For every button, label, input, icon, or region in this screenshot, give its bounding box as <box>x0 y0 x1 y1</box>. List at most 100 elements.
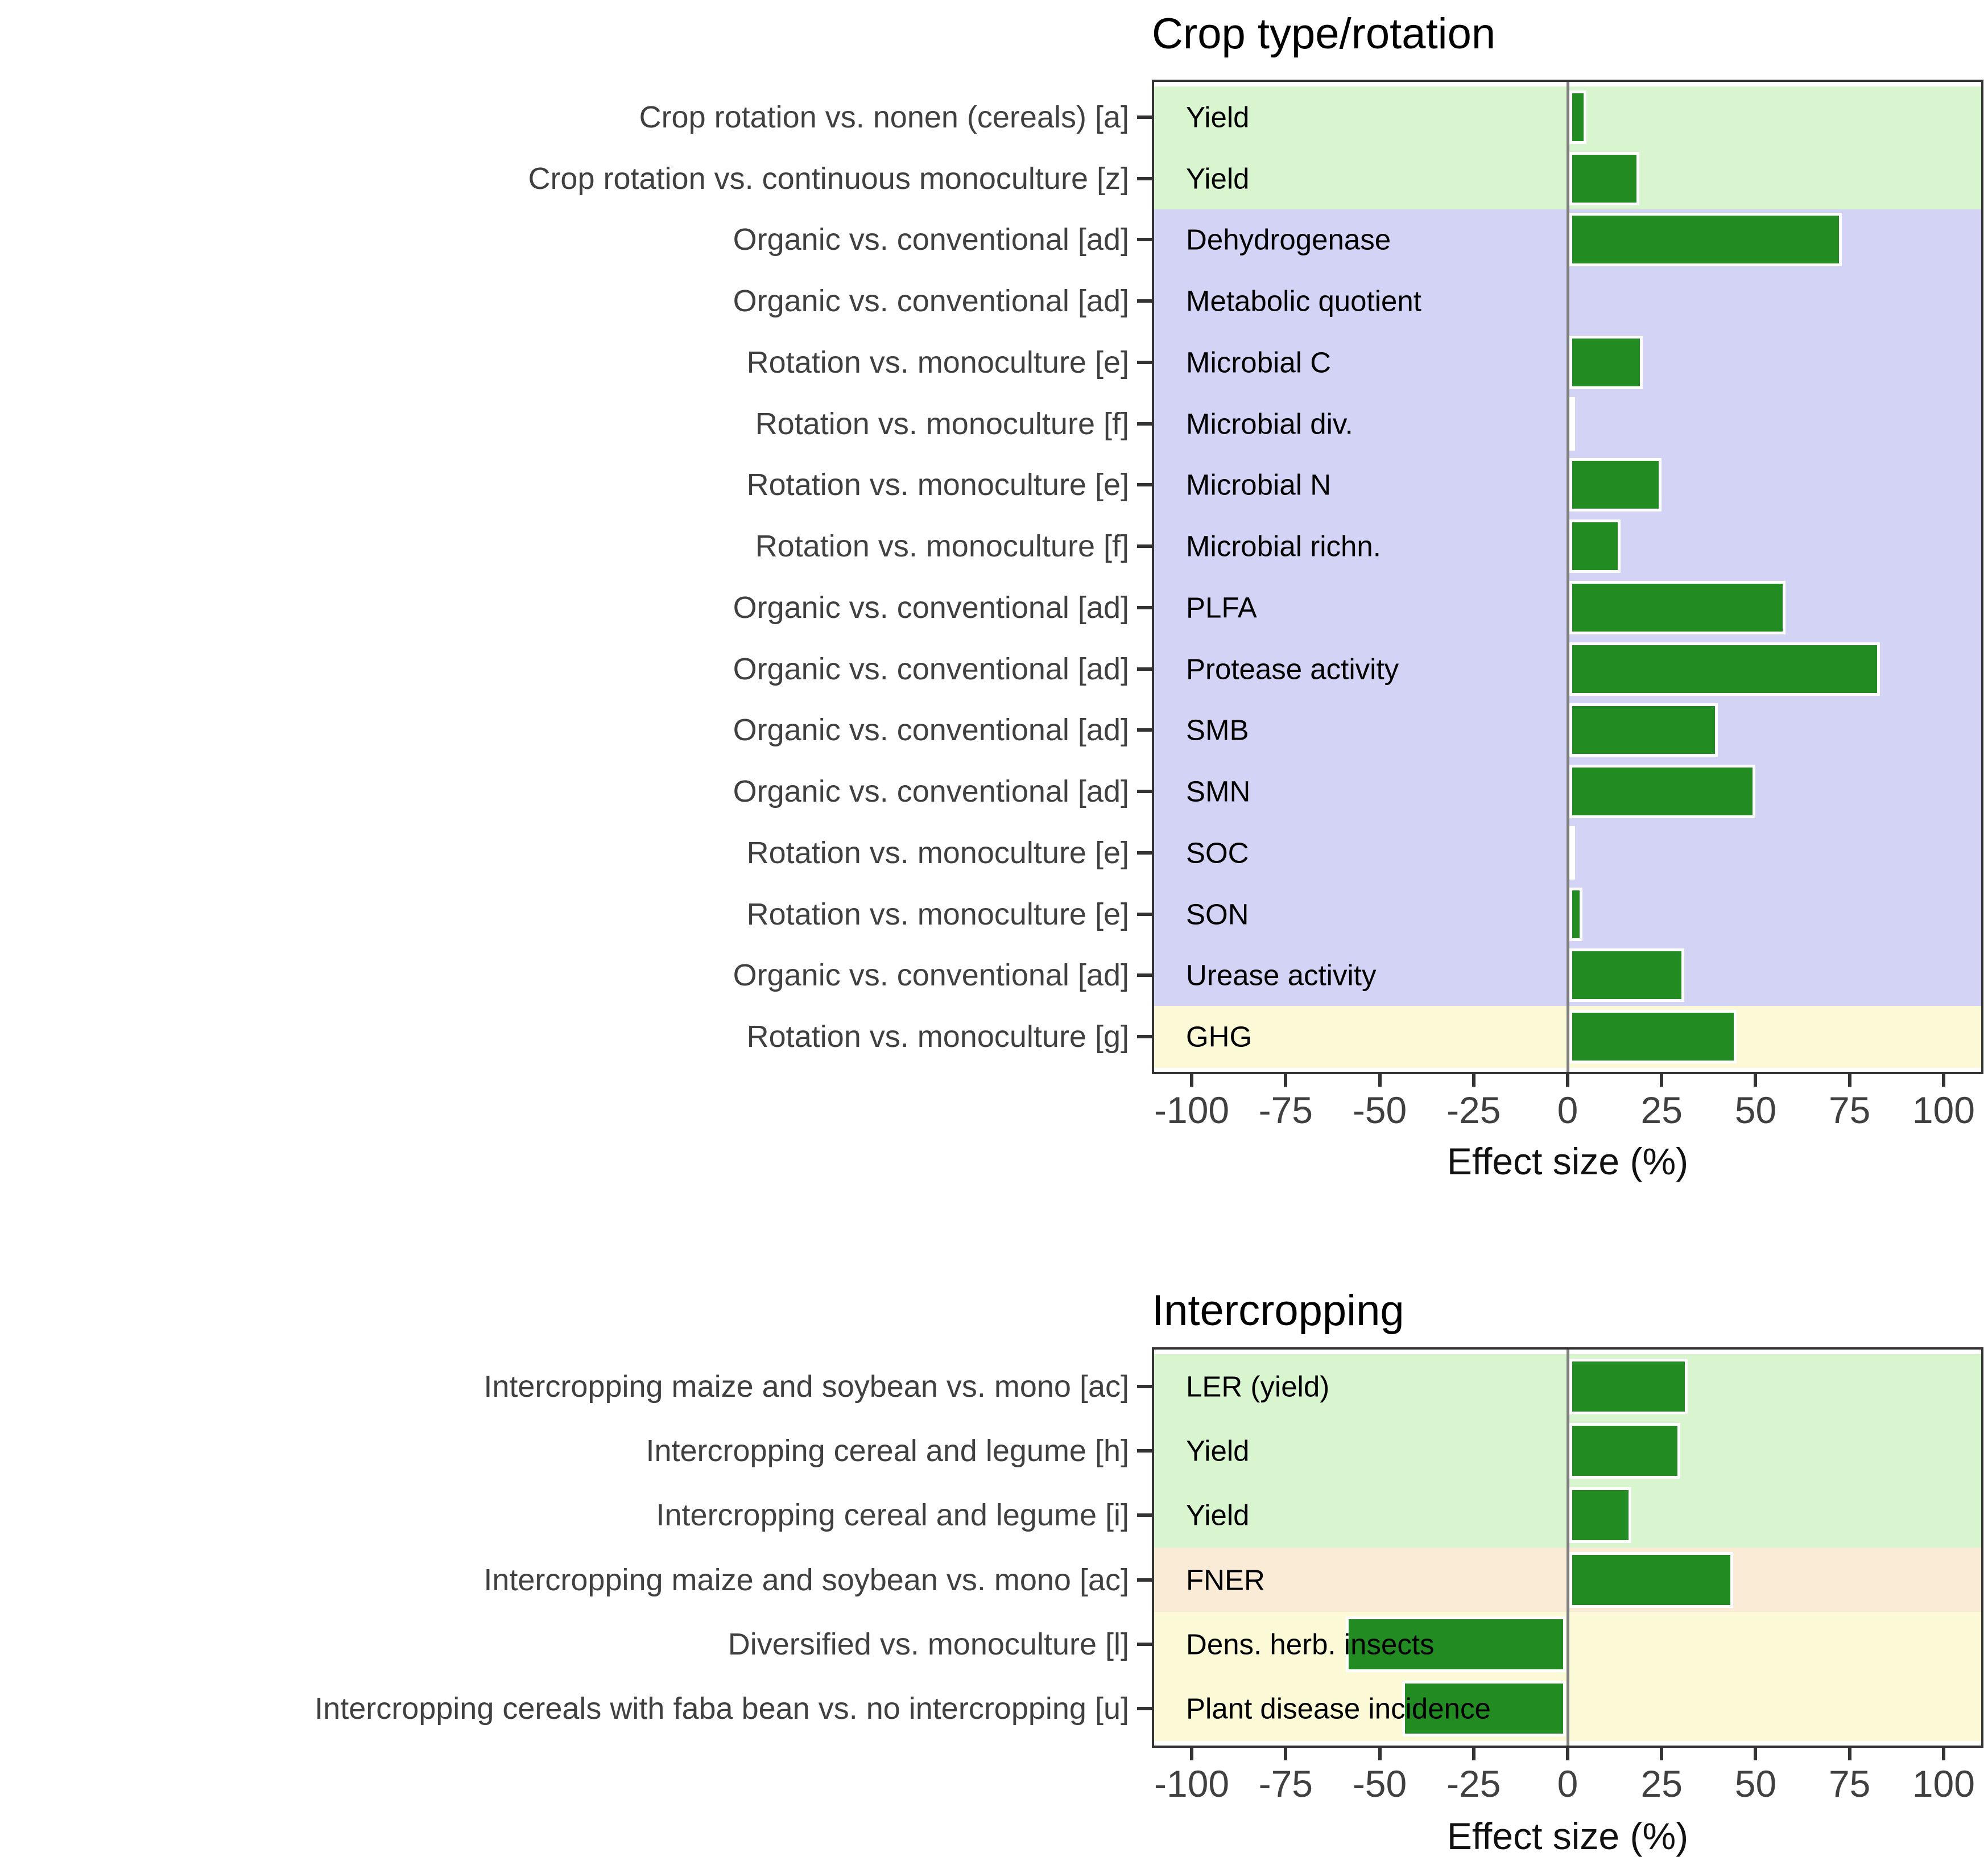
category-band <box>1154 209 1981 271</box>
comparison-label: Intercropping cereal and legume [i] <box>656 1498 1130 1533</box>
zero-line <box>1566 1350 1569 1746</box>
metric-label: Dens. herb. insects <box>1186 1628 1435 1661</box>
effect-bar <box>1569 397 1576 451</box>
x-axis-tick <box>1941 1074 1945 1087</box>
category-band <box>1154 270 1981 332</box>
effect-bar <box>1569 642 1880 696</box>
effect-bar <box>1569 1358 1688 1414</box>
effect-bar <box>1569 1552 1733 1608</box>
metric-label: Urease activity <box>1186 959 1377 992</box>
y-axis-tick <box>1137 1513 1152 1517</box>
x-axis-tick <box>1472 1748 1475 1760</box>
x-axis-tick <box>1566 1748 1569 1760</box>
metric-label: Microbial N <box>1186 468 1332 501</box>
comparison-label: Intercropping maize and soybean vs. mono… <box>483 1369 1129 1404</box>
metric-label: Metabolic quotient <box>1186 284 1421 317</box>
effect-bar <box>1569 1423 1681 1479</box>
category-band <box>1154 761 1981 823</box>
y-axis-tick <box>1137 790 1152 794</box>
y-axis-tick <box>1137 1384 1152 1388</box>
plot-panel: LER (yield) Yield Yield FNER Dens. herb. ins… <box>1152 1347 1983 1748</box>
metric-label: Microbial div. <box>1186 407 1353 440</box>
category-band <box>1154 638 1981 700</box>
comparison-label: Rotation vs. monoculture [f] <box>755 529 1129 564</box>
x-axis-tick-label: -75 <box>1258 1089 1313 1131</box>
chart-title: Crop type/rotation <box>1152 10 1496 58</box>
y-axis-tick <box>1137 238 1152 242</box>
effect-bar <box>1569 765 1756 819</box>
x-axis-tick-label: -50 <box>1352 1763 1407 1805</box>
metric-label: Yield <box>1186 1434 1250 1467</box>
category-band <box>1154 515 1981 577</box>
metric-label: Plant disease incidence <box>1186 1692 1491 1725</box>
comparison-label: Rotation vs. monoculture [e] <box>746 468 1129 502</box>
x-axis-tick-label: 75 <box>1828 1089 1871 1131</box>
x-axis-tick <box>1378 1748 1382 1760</box>
x-axis-tick-label: 75 <box>1828 1763 1871 1805</box>
y-axis-tick <box>1137 1643 1152 1646</box>
x-axis-tick <box>1566 1074 1569 1087</box>
metric-label: SOC <box>1186 836 1249 869</box>
y-axis-tick <box>1137 1707 1152 1711</box>
x-axis-tick <box>1660 1074 1664 1087</box>
comparison-label: Intercropping maize and soybean vs. mono… <box>483 1562 1129 1597</box>
metric-label: Protease activity <box>1186 653 1399 686</box>
metric-label: GHG <box>1186 1020 1253 1053</box>
category-band <box>1154 1354 1981 1419</box>
y-axis-tick <box>1137 1578 1152 1582</box>
comparison-label: Organic vs. conventional [ad] <box>733 222 1129 257</box>
metric-label: PLFA <box>1186 591 1257 624</box>
y-axis-tick <box>1137 544 1152 548</box>
zero-line <box>1566 82 1569 1072</box>
x-axis-tick-label: 50 <box>1734 1089 1777 1131</box>
effect-bar <box>1569 826 1576 880</box>
comparison-label: Organic vs. conventional [ad] <box>733 774 1129 809</box>
x-axis-tick <box>1660 1748 1664 1760</box>
chart-title: Intercropping <box>1152 1286 1404 1335</box>
category-band <box>1154 1548 1981 1612</box>
x-axis-tick <box>1378 1074 1382 1087</box>
x-axis-tick <box>1848 1074 1851 1087</box>
category-band <box>1154 1612 1981 1677</box>
x-axis-tick <box>1284 1748 1288 1760</box>
effect-bar <box>1569 151 1639 205</box>
category-band <box>1154 1418 1981 1484</box>
category-band <box>1154 1676 1981 1742</box>
comparison-label: Intercropping cereals with faba bean vs.… <box>315 1691 1129 1726</box>
effect-bar <box>1569 1487 1632 1544</box>
x-axis-tick-label: -100 <box>1154 1763 1230 1805</box>
x-axis-tick-label: 25 <box>1640 1763 1683 1805</box>
comparison-label: Organic vs. conventional [ad] <box>733 284 1129 319</box>
y-axis-tick <box>1137 667 1152 671</box>
x-axis-tick <box>1472 1074 1475 1087</box>
category-band <box>1154 822 1981 884</box>
x-axis-title: Effect size (%) <box>1446 1140 1689 1182</box>
x-axis-tick-label: 25 <box>1640 1089 1683 1131</box>
effect-bar <box>1569 948 1684 1002</box>
y-axis-tick <box>1137 176 1152 180</box>
y-axis-tick <box>1137 299 1152 303</box>
category-band <box>1154 454 1981 516</box>
y-axis-tick <box>1137 483 1152 487</box>
comparison-label: Rotation vs. monoculture [g] <box>746 1020 1129 1054</box>
metric-label: Yield <box>1186 1499 1250 1532</box>
comparison-label: Organic vs. conventional [ad] <box>733 958 1129 993</box>
category-band <box>1154 332 1981 394</box>
y-axis-tick <box>1137 1035 1152 1039</box>
y-axis-tick <box>1137 973 1152 977</box>
x-axis-tick-label: 100 <box>1912 1089 1975 1131</box>
comparison-label: Diversified vs. monoculture [l] <box>728 1627 1129 1661</box>
category-band <box>1154 1483 1981 1548</box>
x-axis-tick <box>1754 1748 1758 1760</box>
effect-bar <box>1569 458 1662 512</box>
metric-label: LER (yield) <box>1186 1370 1330 1403</box>
x-axis-tick <box>1284 1074 1288 1087</box>
category-band <box>1154 699 1981 761</box>
comparison-label: Rotation vs. monoculture [e] <box>746 345 1129 379</box>
x-axis-tick <box>1941 1748 1945 1760</box>
effect-bar <box>1569 703 1718 757</box>
x-axis-tick-label: -75 <box>1258 1763 1313 1805</box>
